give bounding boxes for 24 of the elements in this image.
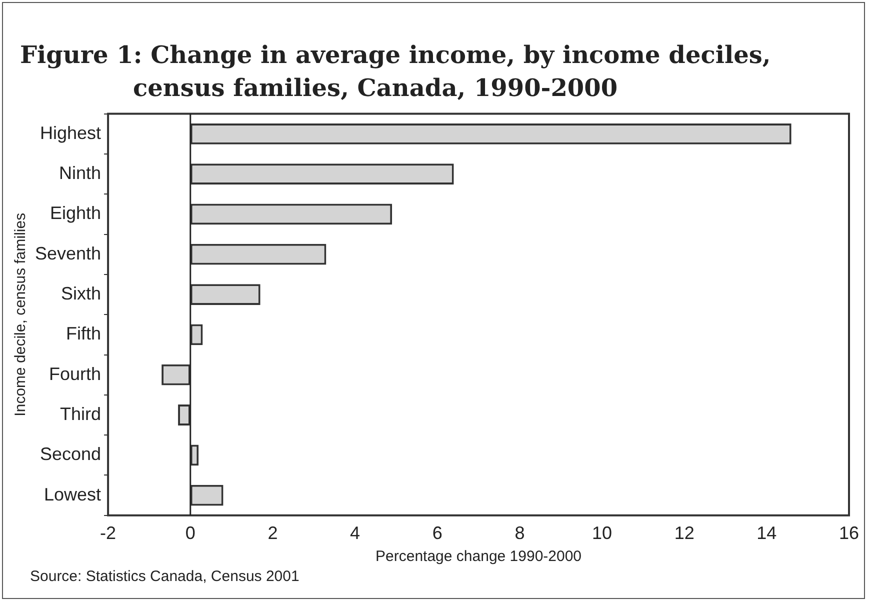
x-tick-label: 16 [838,523,860,544]
y-tick-label: Second [40,444,102,464]
x-tick-label: 10 [592,523,612,544]
y-tick-label: Fifth [66,324,102,344]
x-tick-label: 12 [674,523,694,544]
x-axis-title: Percentage change 1990-2000 [376,548,582,566]
chart-title: Figure 1: Change in average income, by income deciles, census families, Canada, 1990-2000 [20,39,772,104]
y-tick-label: Seventh [34,243,102,264]
x-tick-label: -2 [100,523,116,544]
x-tick-label: 8 [514,523,525,544]
y-tick-label: Highest [40,122,102,143]
x-tick-label: 0 [185,523,196,544]
y-tick-label: Sixth [61,283,102,304]
source-note: Source: Statistics Canada, Census 2001 [30,568,300,585]
y-tick-label: Ninth [59,163,102,184]
x-tick-label: 6 [432,523,442,544]
y-tick-label: Third [60,404,102,424]
x-tick-label: 14 [756,523,777,544]
y-axis-title: Income decile, census families [12,212,30,416]
y-tick-label: Lowest [44,484,102,504]
x-tick-label: 4 [350,523,360,544]
y-tick-label: Eighth [50,203,102,224]
x-tick-label: 2 [268,523,278,544]
y-tick-label: Fourth [49,364,102,384]
